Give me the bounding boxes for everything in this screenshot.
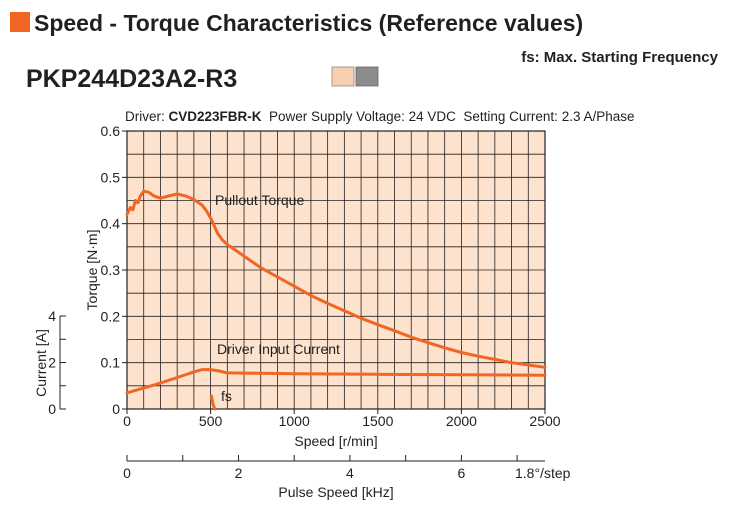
current-tick-label: 2 (48, 355, 56, 371)
grid-lines (127, 131, 545, 409)
x-tick-label: 1500 (362, 413, 393, 429)
x-tick-label: 2500 (529, 413, 560, 429)
fs-line (209, 394, 217, 411)
series-label-fs: fs (221, 388, 232, 404)
series-label-pullout-torque: Pullout Torque (215, 192, 304, 208)
y-tick-label: 0.5 (101, 169, 121, 185)
current-tick-label: 0 (48, 401, 56, 417)
y-axis-ticks: 0 0.1 0.2 0.3 0.4 0.5 0.6 (101, 123, 127, 417)
driver-label: Driver: (125, 109, 169, 124)
color-swatch-peach (331, 66, 355, 87)
pulse-axis-label: Pulse Speed [kHz] (278, 484, 393, 500)
driver-input-current-line (125, 368, 547, 395)
pulse-axis-ticks: 0 2 4 6 (123, 455, 518, 481)
current-tick-label: 4 (48, 308, 56, 324)
y-tick-label: 0 (112, 401, 120, 417)
pullout-torque-line (125, 189, 547, 369)
conditions-line: Driver: CVD223FBR-K Power Supply Voltage… (125, 109, 635, 124)
x-tick-label: 0 (123, 413, 131, 429)
pulse-step-note: 1.8°/step (515, 465, 571, 481)
y-tick-label: 0.3 (101, 262, 121, 278)
color-swatch-gray (355, 66, 379, 87)
x-axis-label: Speed [r/min] (294, 433, 377, 449)
x-tick-label: 500 (199, 413, 223, 429)
x-tick-label: 2000 (446, 413, 477, 429)
series-label-driver-input-current: Driver Input Current (217, 341, 340, 357)
y-tick-label: 0.4 (101, 216, 121, 232)
y-tick-label: 0.6 (101, 123, 121, 139)
current-axis-ticks: 0 2 4 (48, 308, 66, 417)
chart-title: Speed - Torque Characteristics (Referenc… (34, 10, 583, 36)
fs-note: fs: Max. Starting Frequency (521, 49, 718, 66)
driver-model: CVD223FBR-K (169, 109, 262, 124)
y-tick-label: 0.2 (101, 308, 121, 324)
y-axis-label: Torque [N·m] (84, 230, 100, 311)
model-name: PKP244D23A2-R3 (26, 65, 237, 93)
conditions-rest: Power Supply Voltage: 24 VDC Setting Cur… (262, 109, 635, 124)
x-tick-label: 1000 (279, 413, 310, 429)
title-square-icon (10, 12, 30, 32)
x-axis-ticks: 0 500 1000 1500 2000 2500 (123, 409, 561, 429)
series-lines (125, 189, 547, 411)
pulse-tick-label: 2 (235, 465, 243, 481)
y-tick-label: 0.1 (101, 355, 121, 371)
pulse-tick-label: 6 (458, 465, 466, 481)
current-axis-label: Current [A] (33, 329, 49, 397)
pulse-tick-label: 0 (123, 465, 131, 481)
pulse-tick-label: 4 (346, 465, 354, 481)
